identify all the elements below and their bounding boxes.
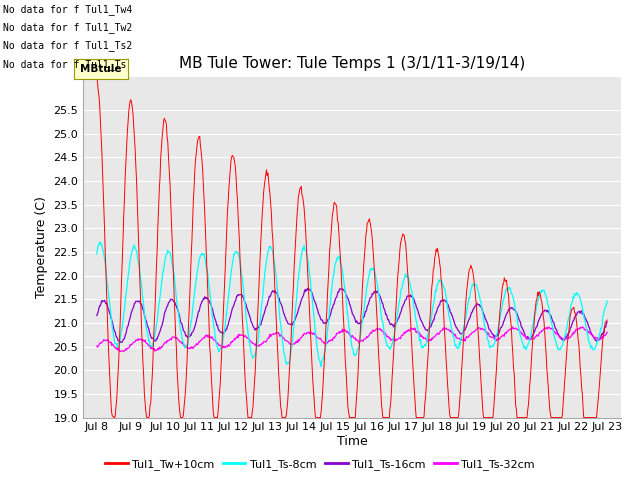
Text: MBtule: MBtule xyxy=(80,64,122,74)
Text: No data for f Tul1_Ts2: No data for f Tul1_Ts2 xyxy=(3,40,132,51)
Legend: Tul1_Tw+10cm, Tul1_Ts-8cm, Tul1_Ts-16cm, Tul1_Ts-32cm: Tul1_Tw+10cm, Tul1_Ts-8cm, Tul1_Ts-16cm,… xyxy=(101,455,539,474)
Text: No data for f Tul1_Ts: No data for f Tul1_Ts xyxy=(3,59,127,70)
X-axis label: Time: Time xyxy=(337,435,367,448)
Text: No data for f Tul1_Tw4: No data for f Tul1_Tw4 xyxy=(3,4,132,15)
Text: No data for f Tul1_Tw2: No data for f Tul1_Tw2 xyxy=(3,22,132,33)
Title: MB Tule Tower: Tule Temps 1 (3/1/11-3/19/14): MB Tule Tower: Tule Temps 1 (3/1/11-3/19… xyxy=(179,57,525,72)
Y-axis label: Temperature (C): Temperature (C) xyxy=(35,196,48,298)
